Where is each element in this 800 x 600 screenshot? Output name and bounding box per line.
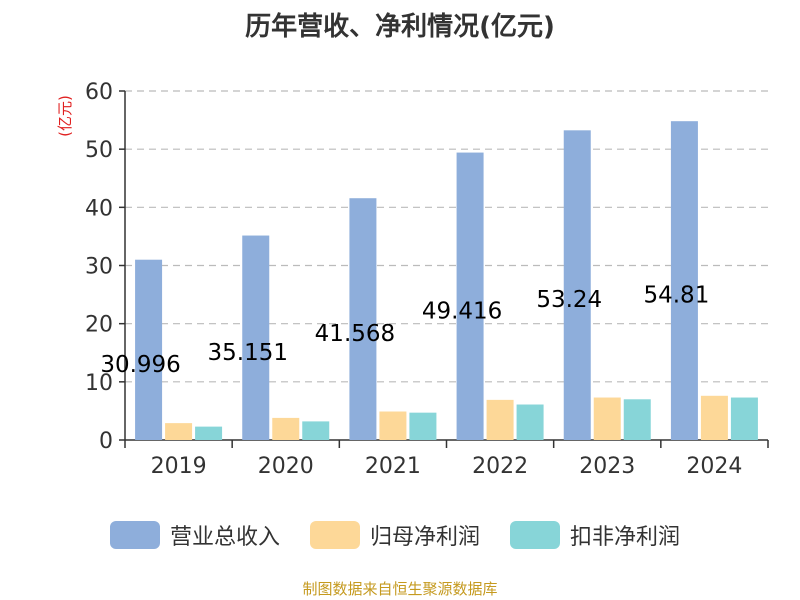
x-tick-label: 2024 [686, 454, 742, 479]
legend-label-net-profit: 归母净利润 [370, 525, 481, 550]
bar-revenue-2019 [135, 259, 163, 440]
legend-swatch-net-profit [310, 521, 360, 549]
bar-revenue-2023 [563, 130, 591, 440]
legend-item-deducted-profit[interactable]: 扣非净利润 [510, 520, 680, 550]
x-tick-label: 2019 [151, 454, 207, 479]
legend-label-revenue: 营业总收入 [170, 525, 281, 550]
bar-revenue-2020 [242, 235, 270, 440]
bar-net-profit-2022 [486, 399, 514, 440]
y-tick-label: 0 [99, 429, 113, 454]
bar-net-profit-2023 [593, 397, 621, 440]
bar-deducted-profit-2022 [516, 404, 544, 440]
x-tick-label: 2020 [258, 454, 314, 479]
legend-label-deducted-profit: 扣非净利润 [570, 525, 681, 550]
data-label-revenue-2021: 41.568 [315, 321, 395, 347]
data-labels: 30.996 35.151 41.568 49.416 53.24 54.81 [100, 283, 709, 378]
bar-deducted-profit-2019 [195, 426, 223, 440]
legend-swatch-revenue [110, 521, 160, 549]
bar-revenue-2024 [670, 121, 698, 440]
bar-deducted-profit-2021 [409, 412, 437, 440]
data-label-revenue-2022: 49.416 [422, 298, 502, 324]
legend-item-net-profit[interactable]: 归母净利润 [310, 520, 480, 550]
bars [135, 121, 758, 440]
data-label-revenue-2019: 30.996 [100, 352, 180, 378]
y-tick-label: 50 [85, 138, 113, 163]
legend-swatch-deducted-profit [510, 521, 560, 549]
bar-net-profit-2021 [379, 411, 407, 440]
y-tick-label: 40 [85, 196, 113, 221]
x-tick-label: 2021 [365, 454, 421, 479]
axes: 0 10 20 30 40 50 60 2019 2020 2021 2022 2023 2024 [85, 80, 769, 479]
y-tick-label: 60 [85, 80, 113, 105]
data-label-revenue-2024: 54.81 [643, 283, 709, 309]
x-tick-label: 2023 [579, 454, 635, 479]
bar-net-profit-2024 [700, 395, 728, 440]
legend-item-revenue[interactable]: 营业总收入 [110, 520, 280, 550]
bar-deducted-profit-2023 [623, 399, 651, 440]
x-tick-label: 2022 [472, 454, 528, 479]
bar-deducted-profit-2024 [730, 397, 758, 440]
data-label-revenue-2023: 53.24 [536, 287, 602, 313]
y-tick-label: 30 [85, 255, 113, 280]
source-note: 制图数据来自恒生聚源数据库 [302, 580, 498, 598]
chart-title: 历年营收、净利情况(亿元) [245, 12, 555, 42]
y-tick-label: 10 [85, 371, 113, 396]
bar-deducted-profit-2020 [302, 421, 330, 440]
y-axis-title: (亿元) [56, 95, 74, 137]
data-label-revenue-2020: 35.151 [208, 340, 288, 366]
bar-revenue-2021 [349, 198, 377, 440]
y-tick-label: 20 [85, 313, 113, 338]
bar-net-profit-2020 [272, 417, 300, 440]
bar-net-profit-2019 [165, 423, 193, 440]
bar-revenue-2022 [456, 152, 484, 440]
